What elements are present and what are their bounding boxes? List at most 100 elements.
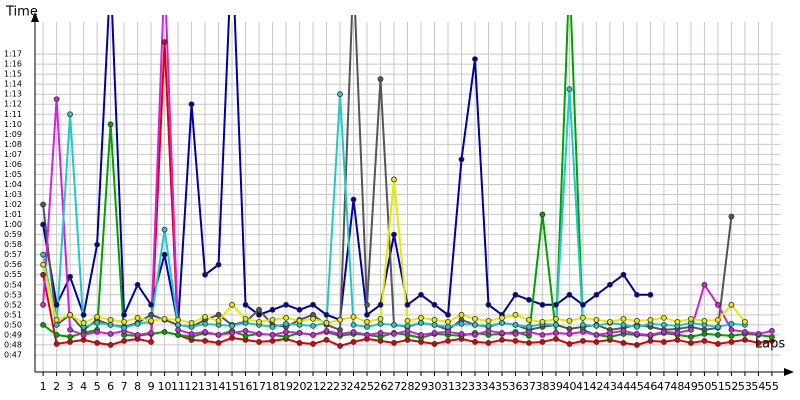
lap-marker	[391, 330, 397, 337]
lap-marker	[593, 316, 600, 323]
y-tick-label: 0:57	[4, 250, 22, 259]
lap-marker	[445, 318, 451, 325]
lap-marker	[499, 319, 505, 326]
lap-marker	[40, 251, 46, 258]
lap-marker	[323, 319, 330, 326]
lap-marker	[404, 327, 411, 334]
x-tick-label: 41	[576, 380, 590, 393]
y-tick-label: 1:07	[4, 150, 22, 159]
x-tick-label: 39	[549, 380, 563, 393]
x-tick-label: 12	[185, 380, 199, 393]
lap-marker	[215, 261, 222, 268]
x-tick-label: 38	[535, 380, 549, 393]
lap-marker	[526, 316, 532, 323]
x-tick-label: 7	[121, 380, 128, 393]
lap-marker	[242, 301, 249, 308]
lap-marker	[40, 201, 46, 208]
lap-marker	[80, 319, 87, 326]
lap-marker	[161, 328, 168, 335]
lap-marker	[701, 338, 708, 344]
lap-marker	[512, 311, 519, 318]
lap-marker	[337, 330, 343, 337]
x-tick-label: 46	[643, 380, 657, 393]
lap-marker	[472, 56, 478, 63]
lap-marker	[593, 291, 600, 298]
lap-marker	[256, 318, 262, 325]
lap-marker	[121, 338, 127, 344]
lap-marker	[67, 273, 73, 280]
plot-area	[40, 15, 775, 349]
x-axis-arrow	[784, 368, 794, 376]
lap-marker	[364, 323, 370, 330]
lap-marker	[310, 315, 316, 322]
lap-marker	[634, 317, 640, 324]
x-tick-label: 28	[401, 380, 415, 393]
lap-marker	[755, 340, 762, 346]
x-tick-label: 11	[171, 380, 185, 393]
lap-marker	[580, 314, 586, 321]
x-tick-label: 21	[306, 380, 320, 393]
lap-marker	[566, 86, 573, 93]
lap-marker	[634, 330, 640, 337]
lap-marker	[512, 330, 519, 337]
lap-marker	[472, 321, 478, 328]
lap-marker	[134, 314, 141, 321]
y-tick-label: 1:06	[4, 160, 22, 169]
lap-marker	[418, 331, 424, 338]
y-tick-label: 0:50	[4, 320, 22, 329]
lap-marker	[269, 316, 276, 323]
axes	[31, 12, 794, 376]
lap-marker	[283, 320, 289, 327]
lap-marker	[242, 315, 249, 322]
lap-marker	[337, 91, 343, 98]
x-tick-label: 20	[293, 380, 307, 393]
y-tick-label: 1:11	[4, 110, 22, 119]
series-line	[42, 15, 651, 326]
lap-marker	[188, 330, 195, 337]
x-tick-label: 48	[670, 380, 684, 393]
lap-marker	[229, 335, 235, 341]
lap-marker	[323, 311, 330, 318]
lap-marker	[310, 301, 316, 308]
x-tick-label: 13	[198, 380, 212, 393]
lap-marker	[161, 226, 168, 233]
lap-marker	[566, 341, 573, 347]
x-tick-label: 26	[374, 380, 388, 393]
lap-marker	[580, 328, 586, 335]
lap-marker	[40, 271, 46, 278]
lap-marker	[647, 331, 654, 338]
x-tick-label: 4	[80, 380, 87, 393]
x-tick-label: 43	[603, 380, 617, 393]
lap-marker	[296, 317, 303, 324]
y-tick-label: 0:54	[4, 280, 22, 289]
lap-marker	[458, 311, 465, 318]
lap-marker	[202, 320, 208, 327]
lap-marker	[431, 341, 438, 347]
lap-marker	[296, 306, 303, 313]
y-tick-label: 1:12	[4, 100, 22, 109]
lap-marker	[40, 261, 46, 268]
lap-marker	[472, 339, 478, 345]
lap-marker	[661, 314, 667, 321]
lap-marker	[553, 315, 559, 322]
lap-marker	[175, 326, 181, 333]
lap-marker	[94, 313, 100, 320]
y-tick-label: 1:02	[4, 200, 22, 209]
lap-marker	[256, 339, 262, 345]
lap-marker	[539, 301, 546, 308]
x-tick-label: 2	[53, 380, 60, 393]
lap-marker	[269, 331, 276, 338]
lap-marker	[364, 331, 370, 338]
y-tick-label: 0:47	[4, 350, 22, 359]
lap-marker	[647, 316, 654, 323]
lap-marker	[728, 339, 735, 345]
lap-marker	[67, 111, 73, 118]
x-tick-label: 8	[134, 380, 141, 393]
lap-marker	[134, 281, 141, 288]
lap-marker	[188, 319, 195, 326]
lap-marker	[377, 329, 384, 336]
lap-marker	[269, 306, 276, 313]
lap-marker	[418, 314, 424, 321]
lap-marker	[121, 311, 127, 318]
